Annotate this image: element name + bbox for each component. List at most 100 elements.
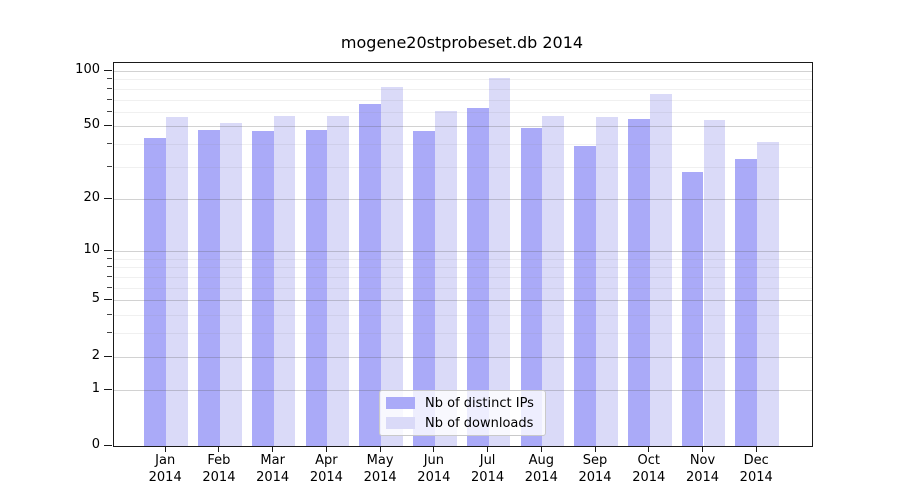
y-tick-major (104, 197, 112, 199)
y-tick-label: 50 (83, 117, 100, 133)
x-tick (755, 446, 757, 452)
bar-nb-of-distinct-ips-aug (520, 128, 543, 446)
chart-title: mogene20stprobeset.db 2014 (340, 33, 584, 52)
x-tick-label: May 2014 (363, 453, 397, 485)
y-tick-major (104, 388, 112, 390)
y-tick-minor (107, 257, 112, 259)
y-gridline-major (114, 251, 812, 253)
y-gridline-minor (114, 79, 812, 81)
x-tick (164, 446, 166, 452)
bar-nb-of-distinct-ips-oct (627, 118, 650, 446)
bar-nb-of-downloads-dec (757, 142, 780, 446)
bar-nb-of-downloads-mar (273, 116, 296, 446)
legend-swatch-distinct-ips (386, 397, 415, 409)
x-tick-label: Mar 2014 (256, 453, 290, 485)
y-tick-minor (107, 332, 112, 334)
bar-nb-of-downloads-sep (596, 117, 618, 446)
y-tick-minor (107, 266, 112, 268)
y-gridline-major (114, 70, 812, 72)
legend-item-downloads: Nb of downloads (386, 416, 545, 431)
y-tick-minor (107, 98, 112, 100)
x-tick (218, 446, 220, 452)
legend-item-distinct-ips: Nb of distinct IPs (386, 396, 545, 411)
y-gridline-major (114, 198, 812, 200)
y-gridline-minor (114, 166, 812, 168)
bar-nb-of-downloads-aug (542, 116, 565, 446)
y-tick-label: 100 (75, 61, 100, 77)
x-tick (325, 446, 327, 452)
y-tick-label: 1 (91, 380, 100, 396)
y-tick-minor (107, 78, 112, 80)
bar-nb-of-downloads-jan (166, 117, 188, 446)
legend-label-distinct-ips: Nb of distinct IPs (425, 395, 534, 411)
y-tick-major (104, 69, 112, 71)
bar-nb-of-downloads-feb (219, 123, 242, 446)
x-tick-label: Sep 2014 (578, 453, 612, 485)
y-gridline-minor (114, 315, 812, 317)
y-tick-major (104, 445, 112, 446)
plot-area (113, 62, 813, 447)
y-tick-minor (107, 276, 112, 278)
y-tick-major (104, 125, 112, 127)
y-tick-minor (107, 110, 112, 112)
y-gridline-major (114, 300, 812, 302)
x-tick-label: Aug 2014 (524, 453, 558, 485)
x-tick (379, 446, 381, 452)
x-tick-label: Apr 2014 (309, 453, 343, 485)
x-tick (594, 446, 596, 452)
y-gridline-minor (114, 277, 812, 279)
x-tick (540, 446, 542, 452)
y-tick-label: 5 (91, 291, 100, 307)
y-tick-minor (107, 165, 112, 167)
y-gridline-major (114, 356, 812, 358)
y-gridline-minor (114, 144, 812, 146)
y-tick-label: 10 (83, 242, 100, 258)
bar-nb-of-distinct-ips-mar (251, 131, 274, 446)
x-tick (702, 446, 703, 452)
bar-nb-of-distinct-ips-jun (413, 131, 435, 446)
legend: Nb of distinct IPs Nb of downloads (379, 390, 546, 436)
x-tick-label: Dec 2014 (739, 453, 773, 485)
bar-nb-of-distinct-ips-dec (735, 159, 758, 446)
y-gridline-minor (114, 88, 812, 90)
y-tick-major (104, 299, 112, 301)
y-tick-major (104, 355, 112, 357)
y-tick-minor (107, 143, 112, 145)
x-tick-label: Oct 2014 (632, 453, 666, 485)
bar-nb-of-distinct-ips-sep (574, 146, 597, 446)
legend-swatch-downloads (386, 417, 415, 429)
bar-nb-of-distinct-ips-feb (198, 129, 220, 446)
bar-nb-of-downloads-oct (649, 94, 672, 446)
bar-nb-of-distinct-ips-nov (681, 172, 704, 446)
y-gridline-minor (114, 287, 812, 289)
bar-nb-of-distinct-ips-may (359, 104, 382, 446)
bar-nb-of-distinct-ips-jul (466, 108, 489, 446)
legend-label-downloads: Nb of downloads (425, 415, 534, 431)
bar-nb-of-distinct-ips-jan (144, 138, 167, 446)
y-gridline-minor (114, 258, 812, 260)
y-tick-minor (107, 87, 112, 89)
y-gridline-minor (114, 333, 812, 335)
x-tick (272, 446, 274, 452)
x-tick-label: Nov 2014 (685, 453, 720, 485)
bar-nb-of-downloads-may (381, 86, 403, 446)
bar-nb-of-downloads-apr (327, 116, 350, 446)
y-tick-label: 2 (91, 347, 100, 363)
y-gridline-minor (114, 267, 812, 269)
y-gridline-minor (114, 99, 812, 101)
y-tick-minor (107, 314, 112, 316)
y-tick-label: 0 (91, 437, 100, 452)
y-tick-major (104, 250, 112, 252)
bar-nb-of-downloads-jun (434, 110, 457, 446)
y-gridline-major (114, 126, 812, 128)
x-tick-label: Jun 2014 (417, 453, 451, 485)
bar-nb-of-downloads-nov (703, 120, 726, 446)
y-gridline-minor (114, 111, 812, 113)
bar-nb-of-distinct-ips-apr (305, 129, 328, 446)
x-tick-label: Jan 2014 (148, 453, 182, 485)
x-tick-label: Feb 2014 (202, 453, 236, 485)
bar-nb-of-downloads-jul (488, 77, 511, 446)
x-tick (648, 446, 650, 452)
x-tick (487, 446, 489, 452)
